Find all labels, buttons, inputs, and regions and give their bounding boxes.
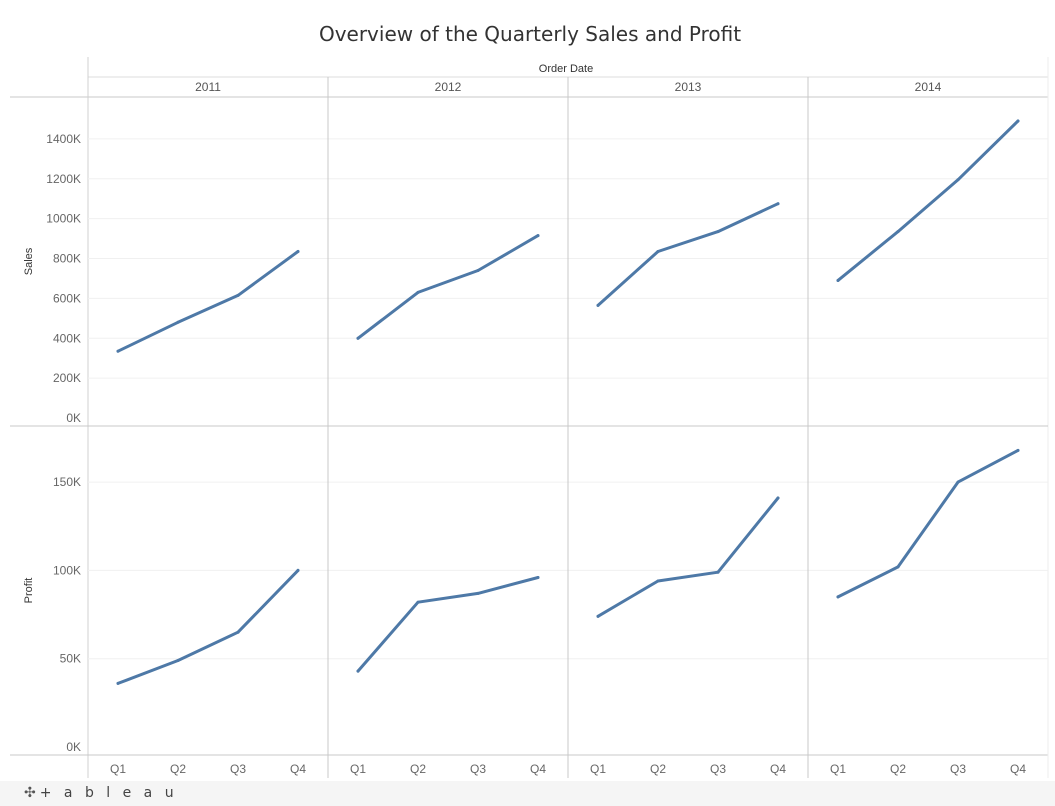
y-tick-label-sales-5: 1000K (46, 212, 81, 226)
x-tick-label-2012-Q3: Q3 (470, 762, 486, 776)
data-point-profit-2011-Q2 (176, 658, 180, 662)
data-point-profit-2014-Q4 (1016, 448, 1020, 452)
series-line-profit-2013 (596, 496, 780, 618)
x-tick-label-2011-Q2: Q2 (170, 762, 186, 776)
data-point-sales-2013-Q4 (776, 202, 780, 206)
y-tick-label-profit-0: 0K (66, 740, 81, 754)
data-point-sales-2011-Q2 (176, 320, 180, 324)
data-point-sales-2011-Q3 (236, 293, 240, 297)
data-point-profit-2013-Q4 (776, 496, 780, 500)
series-line-sales-2011 (116, 250, 300, 353)
year-header-2012: 2012 (435, 80, 462, 94)
data-point-sales-2012-Q3 (476, 268, 480, 272)
y-axis-title-sales: Sales (23, 247, 35, 275)
data-point-sales-2014-Q1 (836, 278, 840, 282)
data-point-profit-2014-Q2 (896, 565, 900, 569)
x-tick-label-2013-Q1: Q1 (590, 762, 606, 776)
data-point-sales-2014-Q3 (956, 178, 960, 182)
x-tick-label-2013-Q2: Q2 (650, 762, 666, 776)
x-tick-label-2014-Q2: Q2 (890, 762, 906, 776)
year-header-2014: 2014 (915, 80, 942, 94)
x-tick-label-2011-Q3: Q3 (230, 762, 246, 776)
y-tick-label-profit-1: 50K (60, 652, 81, 666)
data-point-profit-2014-Q3 (956, 480, 960, 484)
x-tick-label-2014-Q1: Q1 (830, 762, 846, 776)
x-tick-label-2014-Q3: Q3 (950, 762, 966, 776)
data-point-profit-2013-Q1 (596, 614, 600, 618)
x-tick-label-2014-Q4: Q4 (1010, 762, 1026, 776)
y-tick-label-sales-4: 800K (53, 252, 81, 266)
data-point-sales-2012-Q1 (356, 336, 360, 340)
column-header-label: Order Date (539, 63, 593, 75)
year-header-2013: 2013 (675, 80, 702, 94)
data-point-profit-2013-Q2 (656, 579, 660, 583)
data-point-sales-2012-Q4 (536, 234, 540, 238)
y-tick-label-profit-2: 100K (53, 563, 81, 577)
y-tick-label-sales-1: 200K (53, 371, 81, 385)
chart-title: Overview of the Quarterly Sales and Prof… (318, 22, 742, 46)
footer-bar (0, 781, 1055, 806)
series-line-sales-2012 (356, 234, 540, 340)
data-point-sales-2013-Q3 (716, 230, 720, 234)
tableau-logo[interactable]: ✣ + a b l e a u (24, 785, 178, 801)
data-point-profit-2013-Q3 (716, 570, 720, 574)
x-tick-label-2011-Q1: Q1 (110, 762, 126, 776)
series-line-profit-2014 (836, 448, 1020, 599)
data-point-profit-2014-Q1 (836, 595, 840, 599)
x-tick-label-2012-Q4: Q4 (530, 762, 546, 776)
year-header-2011: 2011 (195, 80, 221, 94)
series-line-sales-2014 (836, 119, 1020, 282)
data-point-profit-2012-Q1 (356, 669, 360, 673)
series-line-profit-2012 (356, 576, 540, 673)
x-tick-label-2011-Q4: Q4 (290, 762, 306, 776)
y-tick-label-sales-2: 400K (53, 331, 81, 345)
data-point-sales-2013-Q2 (656, 250, 660, 254)
data-point-sales-2013-Q1 (596, 303, 600, 307)
x-tick-label-2012-Q1: Q1 (350, 762, 366, 776)
data-point-profit-2011-Q1 (116, 681, 120, 685)
y-tick-label-sales-0: 0K (66, 411, 81, 425)
y-tick-label-sales-7: 1400K (46, 132, 81, 146)
x-tick-label-2013-Q3: Q3 (710, 762, 726, 776)
data-point-profit-2011-Q3 (236, 630, 240, 634)
x-tick-label-2013-Q4: Q4 (770, 762, 786, 776)
y-axis-title-profit: Profit (23, 578, 35, 604)
logo-text: + a b l e a u (39, 785, 178, 801)
series-line-sales-2013 (596, 202, 780, 307)
data-point-profit-2012-Q3 (476, 591, 480, 595)
data-point-sales-2014-Q4 (1016, 119, 1020, 123)
y-tick-label-sales-3: 600K (53, 291, 81, 305)
data-point-sales-2012-Q2 (416, 290, 420, 294)
tableau-cross-icon: ✣ (24, 785, 36, 801)
y-tick-label-sales-6: 1200K (46, 172, 81, 186)
data-point-sales-2011-Q1 (116, 349, 120, 353)
data-point-sales-2011-Q4 (296, 250, 300, 254)
series-line-profit-2011 (116, 568, 300, 685)
data-point-profit-2012-Q2 (416, 600, 420, 604)
y-tick-label-profit-3: 150K (53, 475, 81, 489)
data-point-profit-2011-Q4 (296, 568, 300, 572)
data-point-profit-2012-Q4 (536, 575, 540, 579)
x-tick-label-2012-Q2: Q2 (410, 762, 426, 776)
data-point-sales-2014-Q2 (896, 230, 900, 234)
